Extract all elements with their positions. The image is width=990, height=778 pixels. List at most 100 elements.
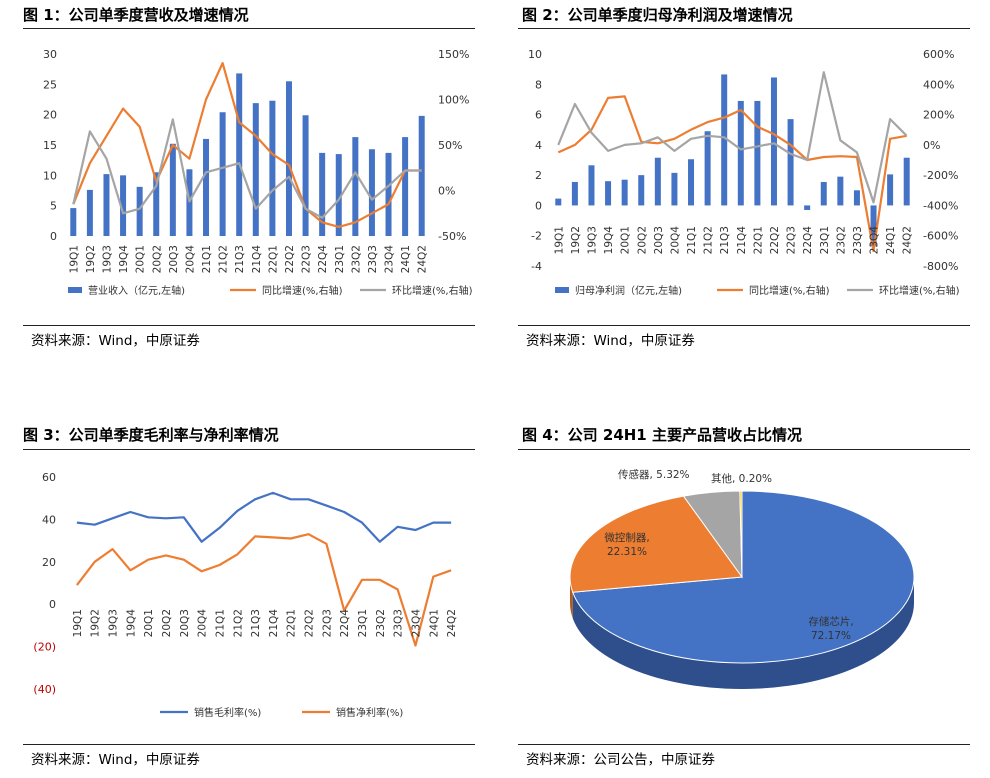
fig2-xtick: 19Q3 [586, 226, 598, 254]
fig1-xtick: 20Q4 [184, 245, 196, 274]
fig2-xtick: 20Q4 [669, 226, 681, 255]
fig2-top-rule [518, 28, 970, 29]
fig4-label-storage-pct: 72.17% [811, 630, 851, 642]
fig1-xtick: 19Q3 [101, 245, 113, 273]
fig2-yright-tick: -200% [923, 169, 958, 182]
fig1-bar [153, 172, 160, 236]
fig3-xtick: 23Q2 [375, 609, 387, 637]
fig2-xtick: 21Q1 [686, 226, 698, 254]
fig2-bar [737, 100, 744, 206]
fig1-bar [269, 100, 276, 236]
fig2-chart: -4 -2 0 2 4 6 8 10 -800% -600% -400% -200% 0% 200% 400… [528, 48, 960, 297]
fig1-bar [402, 137, 409, 236]
fig2-xtick: 23Q2 [835, 226, 847, 254]
fig3-xtick: 23Q3 [393, 609, 405, 637]
fig1-yright-tick: 0% [438, 185, 455, 198]
fig2-yleft-tick: 4 [535, 139, 542, 152]
fig1-legend-label: 营业收入（亿元,左轴) [88, 284, 185, 297]
fig2-bar [770, 77, 777, 206]
fig2-yright-tick: -600% [923, 230, 958, 243]
fig1-bar [219, 112, 226, 236]
fig3-line-gross-margin [76, 491, 452, 543]
fig2-bottom-rule [518, 325, 970, 326]
fig4-slice [572, 490, 915, 664]
fig1-legend-label: 环比增速(%,右轴) [392, 284, 473, 297]
fig3-bottom-rule [23, 744, 475, 745]
fig1-bar [302, 115, 309, 236]
fig3-xtick: 19Q2 [90, 609, 102, 637]
fig1-yright-tick: -50% [438, 230, 466, 243]
fig2-title: 图 2：公司单季度归母净利润及增速情况 [522, 6, 793, 24]
fig2-bar [787, 119, 794, 206]
fig2-bar [704, 131, 711, 206]
fig2-bar [638, 175, 645, 206]
fig4-source: 资料来源：公司公告，中原证券 [526, 752, 715, 768]
fig1-bar [120, 175, 127, 236]
fig1-xtick: 23Q4 [384, 245, 396, 274]
fig2-xtick: 24Q1 [885, 226, 897, 254]
fig3-ytick: (40) [33, 683, 56, 696]
fig4-title: 图 4：公司 24H1 主要产品营收占比情况 [522, 426, 802, 444]
fig2-yright-tick: -400% [923, 199, 958, 212]
fig1-yleft-tick: 0 [50, 230, 57, 243]
fig2-xtick: 20Q2 [636, 226, 648, 254]
fig2-yright-tick: 400% [923, 78, 954, 91]
fig2-xtick: 23Q3 [852, 226, 864, 254]
fig1-yleft-tick: 5 [50, 200, 57, 213]
fig2-bar [903, 157, 910, 206]
fig2-xtick: 24Q2 [902, 226, 914, 254]
fig2-bar [621, 179, 628, 206]
fig3-xtick: 20Q3 [179, 609, 191, 637]
fig4-label-other: 其他, 0.20% [711, 472, 772, 485]
fig3-xtick: 22Q1 [286, 609, 298, 637]
fig2-bar [671, 172, 678, 206]
fig2-line-qoq [557, 71, 908, 204]
fig2-xtick: 22Q1 [752, 226, 764, 254]
fig1-xtick: 23Q1 [334, 245, 346, 273]
fig1-xtick: 22Q4 [317, 245, 329, 274]
fig1-line-qoq [72, 118, 422, 219]
fig4-slice-side [570, 577, 573, 619]
fig1-xtick: 20Q3 [168, 245, 180, 273]
fig2-bar [654, 157, 661, 206]
fig1-bottom-rule [23, 325, 475, 326]
fig2-bar [820, 181, 827, 206]
fig3-top-rule [23, 449, 475, 450]
fig1-xtick: 21Q4 [251, 245, 263, 274]
fig2-bar [571, 181, 578, 206]
fig1-xtick: 19Q1 [68, 245, 80, 273]
fig2-xtick: 19Q1 [553, 226, 565, 254]
fig1-bar [368, 149, 375, 236]
fig1-xtick: 20Q2 [151, 245, 163, 273]
fig3-line-net-margin [76, 533, 452, 647]
fig1-xtick: 24Q2 [417, 245, 429, 273]
fig1-xtick: 21Q1 [201, 245, 213, 273]
fig1-xtick: 24Q1 [400, 245, 412, 273]
fig2-source: 资料来源：Wind，中原证券 [526, 333, 695, 349]
fig1-bar [70, 208, 77, 236]
fig1-yleft-tick: 25 [43, 78, 57, 91]
fig1-bar [203, 138, 210, 236]
fig4-chart: 传感器, 5.32% 其他, 0.20% 微控制器, 22.31% 存储芯片, 72.17… [569, 468, 915, 689]
fig3-ytick: 60 [42, 471, 56, 484]
fig3-xtick: 22Q4 [339, 609, 351, 638]
fig2-yleft-tick: 2 [535, 169, 542, 182]
fig2-bar [887, 174, 894, 206]
fig2-yleft-tick: 10 [528, 48, 542, 61]
fig1-bar [335, 154, 342, 236]
fig3-legend-label: 销售毛利率(%) [194, 706, 261, 719]
fig1-bar [186, 169, 193, 236]
fig1-xtick: 19Q2 [85, 245, 97, 273]
fig2-bar [804, 205, 811, 210]
fig2-legend-label: 同比增速(%,右轴) [749, 284, 830, 297]
fig2-bar [555, 198, 562, 206]
fig2-yleft-tick: -4 [531, 260, 542, 273]
fig4-label-mcu-pct: 22.31% [607, 546, 647, 558]
fig2-legend-swatch [555, 287, 569, 293]
fig1-xtick: 19Q4 [118, 245, 130, 274]
fig3-xtick: 24Q1 [428, 609, 440, 637]
fig2-legend-label: 归母净利润（亿元,左轴) [575, 284, 682, 297]
fig4-slice [739, 490, 743, 578]
fig3-xtick: 20Q4 [197, 609, 209, 638]
fig3-xtick: 21Q4 [268, 609, 280, 638]
